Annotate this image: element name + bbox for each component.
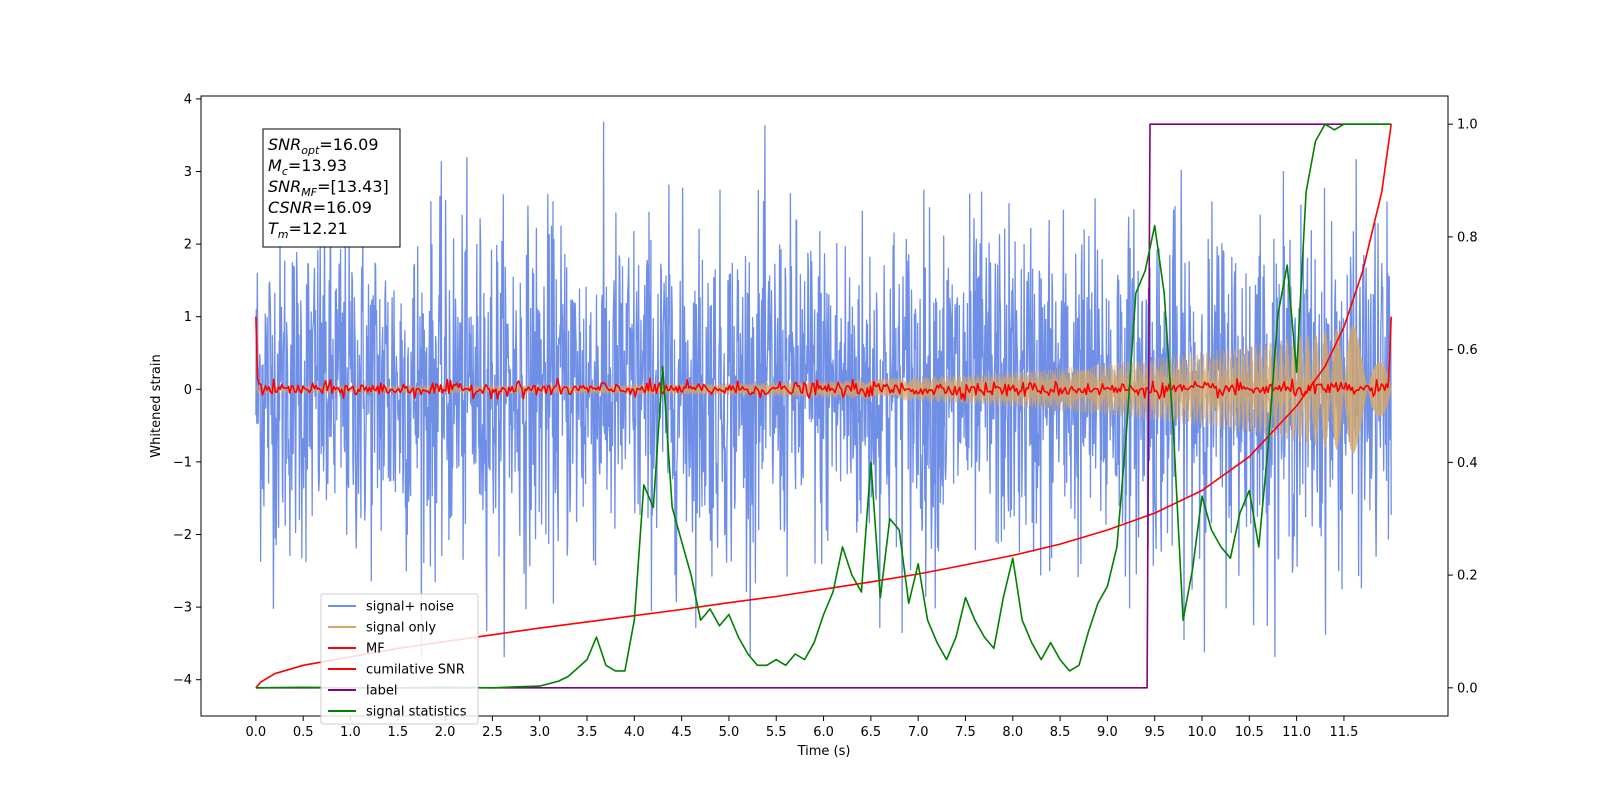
annotation-var: T <box>268 219 279 238</box>
x-tick-label: 7.5 <box>955 725 976 740</box>
annotation-value: =13.93 <box>288 156 347 175</box>
annotation-sub: c <box>282 165 288 178</box>
legend-entry: label <box>366 684 397 699</box>
series-line-4 <box>255 123 1392 689</box>
y-axis-label: Whitened strain <box>149 354 164 457</box>
y-tick-label: 4 <box>184 92 192 107</box>
stats-annotation-box: SNRopt=16.09Mc=13.93SNRMF=[13.43]CSNR=16… <box>262 128 401 248</box>
annotation-value: =12.21 <box>289 219 348 238</box>
x-tick-label: 4.0 <box>624 725 645 740</box>
x-axis-label: Time (s) <box>797 744 851 759</box>
annotation-frame <box>262 128 401 248</box>
x-tick-label: 0.5 <box>293 725 314 740</box>
annotation-line: CSNR=16.09 <box>268 198 372 217</box>
annotation-line: SNRMF=[13.43] <box>268 177 389 199</box>
y-tick-label: 2 <box>184 238 192 253</box>
y-tick-label: 0 <box>184 383 192 398</box>
series-line-0 <box>255 121 1392 658</box>
y2-tick-label: 0.2 <box>1457 569 1478 584</box>
x-tick-label: 4.5 <box>671 725 692 740</box>
x-tick-label: 11.0 <box>1282 725 1311 740</box>
x-tick-label: 11.5 <box>1329 725 1358 740</box>
x-axis: 0.0 0.5 1.0 1.5 2.0 2.5 3.0 3.5 4.0 4.5 5.0 5.5 6.0 6… <box>246 716 1358 740</box>
x-tick-label: 3.0 <box>529 725 550 740</box>
legend: signal+ noise signal only MF cumilative SNR… <box>320 593 479 725</box>
legend-entry: cumilative SNR <box>366 663 465 678</box>
legend-entry: signal+ noise <box>366 600 454 615</box>
x-tick-label: 3.5 <box>577 725 598 740</box>
x-tick-label: 8.5 <box>1050 725 1071 740</box>
y-tick-label: 1 <box>184 310 192 325</box>
annotation-sub: opt <box>301 144 320 157</box>
annotation-line: Mc=13.93 <box>268 156 347 178</box>
annotation-line: Tm=12.21 <box>268 219 348 241</box>
legend-entry: signal statistics <box>366 705 467 720</box>
annotation-value: =16.09 <box>319 135 378 154</box>
annotation-sub: MF <box>301 186 317 199</box>
annotation-value: =[13.43] <box>317 177 389 196</box>
annotation-line: SNRopt=16.09 <box>268 135 379 157</box>
x-tick-label: 6.5 <box>861 725 882 740</box>
plot-frame <box>200 95 1449 717</box>
series-line-5 <box>255 123 1392 689</box>
y-tick-label: 3 <box>184 165 192 180</box>
x-tick-label: 8.0 <box>1002 725 1023 740</box>
x-tick-label: 5.5 <box>766 725 787 740</box>
x-tick-label: 7.0 <box>908 725 929 740</box>
annotation-var: SNR <box>268 177 301 196</box>
x-tick-label: 0.0 <box>246 725 267 740</box>
x-tick-label: 10.5 <box>1235 725 1264 740</box>
y-tick-label: −2 <box>173 528 192 543</box>
x-tick-label: 10.0 <box>1188 725 1217 740</box>
x-tick-label: 2.5 <box>482 725 503 740</box>
x-tick-label: 1.0 <box>340 725 361 740</box>
x-tick-label: 6.0 <box>813 725 834 740</box>
y-axis-right: 1.0 0.8 0.6 0.4 0.2 0.0 <box>1448 118 1478 696</box>
x-tick-label: 2.0 <box>435 725 456 740</box>
series-line-2 <box>255 316 1392 401</box>
annotation-var: CSNR <box>268 198 313 217</box>
y-tick-label: −1 <box>173 455 192 470</box>
y2-tick-label: 0.0 <box>1457 681 1478 696</box>
x-tick-label: 9.0 <box>1097 725 1118 740</box>
y-axis-left: 4 3 2 1 0 −1 −2 −3 −4 <box>173 92 201 688</box>
x-tick-label: 9.5 <box>1144 725 1165 740</box>
y-tick-label: −4 <box>173 673 192 688</box>
y2-tick-label: 0.6 <box>1457 343 1478 358</box>
annotation-var: M <box>268 156 282 175</box>
annotation-sub: m <box>278 228 289 241</box>
x-tick-label: 1.5 <box>387 725 408 740</box>
y-tick-label: −3 <box>173 601 192 616</box>
y2-tick-label: 1.0 <box>1457 118 1478 133</box>
annotation-value: =16.09 <box>313 198 372 217</box>
legend-entry: MF <box>366 642 385 657</box>
x-tick-label: 5.0 <box>719 725 740 740</box>
y2-tick-label: 0.8 <box>1457 230 1478 245</box>
y2-tick-label: 0.4 <box>1457 456 1478 471</box>
series-layer <box>255 121 1392 689</box>
legend-entry: signal only <box>366 621 436 636</box>
legend-frame <box>320 593 479 725</box>
annotation-var: SNR <box>268 135 301 154</box>
